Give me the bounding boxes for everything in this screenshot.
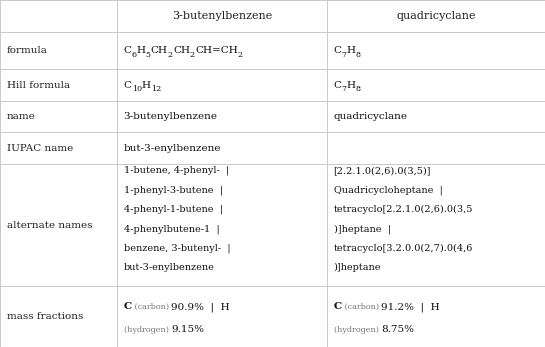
Text: 4-phenyl-1-butene  |: 4-phenyl-1-butene | (124, 205, 223, 214)
Text: 8.75%: 8.75% (381, 325, 414, 334)
Text: 4-phenylbutene-1  |: 4-phenylbutene-1 | (124, 224, 220, 234)
Text: 8: 8 (355, 51, 361, 59)
Text: CH: CH (151, 46, 168, 55)
Text: )]heptane  |: )]heptane | (334, 224, 391, 234)
Text: tetracyclo[2.2.1.0(2,6).0(3,5: tetracyclo[2.2.1.0(2,6).0(3,5 (334, 205, 473, 214)
Text: but-3-enylbenzene: but-3-enylbenzene (124, 144, 221, 153)
Text: 7: 7 (342, 51, 347, 59)
Text: quadricyclane: quadricyclane (334, 112, 408, 121)
Text: 2: 2 (238, 51, 243, 59)
Text: (hydrogen): (hydrogen) (124, 326, 171, 334)
Text: H: H (347, 46, 355, 55)
Text: 90.9%  |  H: 90.9% | H (172, 302, 230, 312)
Text: C: C (124, 46, 132, 55)
Text: 2: 2 (190, 51, 195, 59)
Text: 5: 5 (146, 51, 151, 59)
Text: (carbon): (carbon) (132, 303, 172, 311)
Text: formula: formula (7, 46, 47, 55)
Text: quadricyclane: quadricyclane (396, 11, 476, 21)
Text: C: C (334, 81, 342, 90)
Text: but-3-enylbenzene: but-3-enylbenzene (124, 263, 215, 272)
Text: H: H (142, 81, 151, 90)
Text: 9.15%: 9.15% (171, 325, 204, 334)
Text: C: C (124, 81, 132, 90)
Text: H: H (347, 81, 355, 90)
Text: C: C (334, 46, 342, 55)
Text: C: C (334, 302, 342, 311)
Text: (carbon): (carbon) (342, 303, 381, 311)
Text: mass fractions: mass fractions (7, 312, 83, 321)
Text: [2.2.1.0(2,6).0(3,5)]: [2.2.1.0(2,6).0(3,5)] (334, 166, 431, 175)
Text: alternate names: alternate names (7, 221, 92, 230)
Text: 91.2%  |  H: 91.2% | H (382, 302, 440, 312)
Text: 2: 2 (168, 51, 173, 59)
Text: Hill formula: Hill formula (7, 81, 70, 90)
Text: CH: CH (173, 46, 190, 55)
Text: Quadricycloheptane  |: Quadricycloheptane | (334, 185, 443, 195)
Text: 1-butene, 4-phenyl-  |: 1-butene, 4-phenyl- | (124, 166, 229, 176)
Text: )]heptane: )]heptane (334, 263, 381, 272)
Text: tetracyclo[3.2.0.0(2,7).0(4,6: tetracyclo[3.2.0.0(2,7).0(4,6 (334, 244, 473, 253)
Text: CH=CH: CH=CH (195, 46, 238, 55)
Text: name: name (7, 112, 35, 121)
Text: C: C (124, 302, 132, 311)
Text: 12: 12 (151, 85, 161, 93)
Text: H: H (137, 46, 146, 55)
Text: benzene, 3-butenyl-  |: benzene, 3-butenyl- | (124, 244, 231, 253)
Text: 6: 6 (132, 51, 137, 59)
Text: 3-butenylbenzene: 3-butenylbenzene (124, 112, 217, 121)
Text: 7: 7 (342, 85, 347, 93)
Text: 1-phenyl-3-butene  |: 1-phenyl-3-butene | (124, 185, 223, 195)
Text: IUPAC name: IUPAC name (7, 144, 73, 153)
Text: 3-butenylbenzene: 3-butenylbenzene (172, 11, 272, 21)
Text: (hydrogen): (hydrogen) (334, 326, 381, 334)
Text: 10: 10 (132, 85, 142, 93)
Text: 8: 8 (355, 85, 361, 93)
